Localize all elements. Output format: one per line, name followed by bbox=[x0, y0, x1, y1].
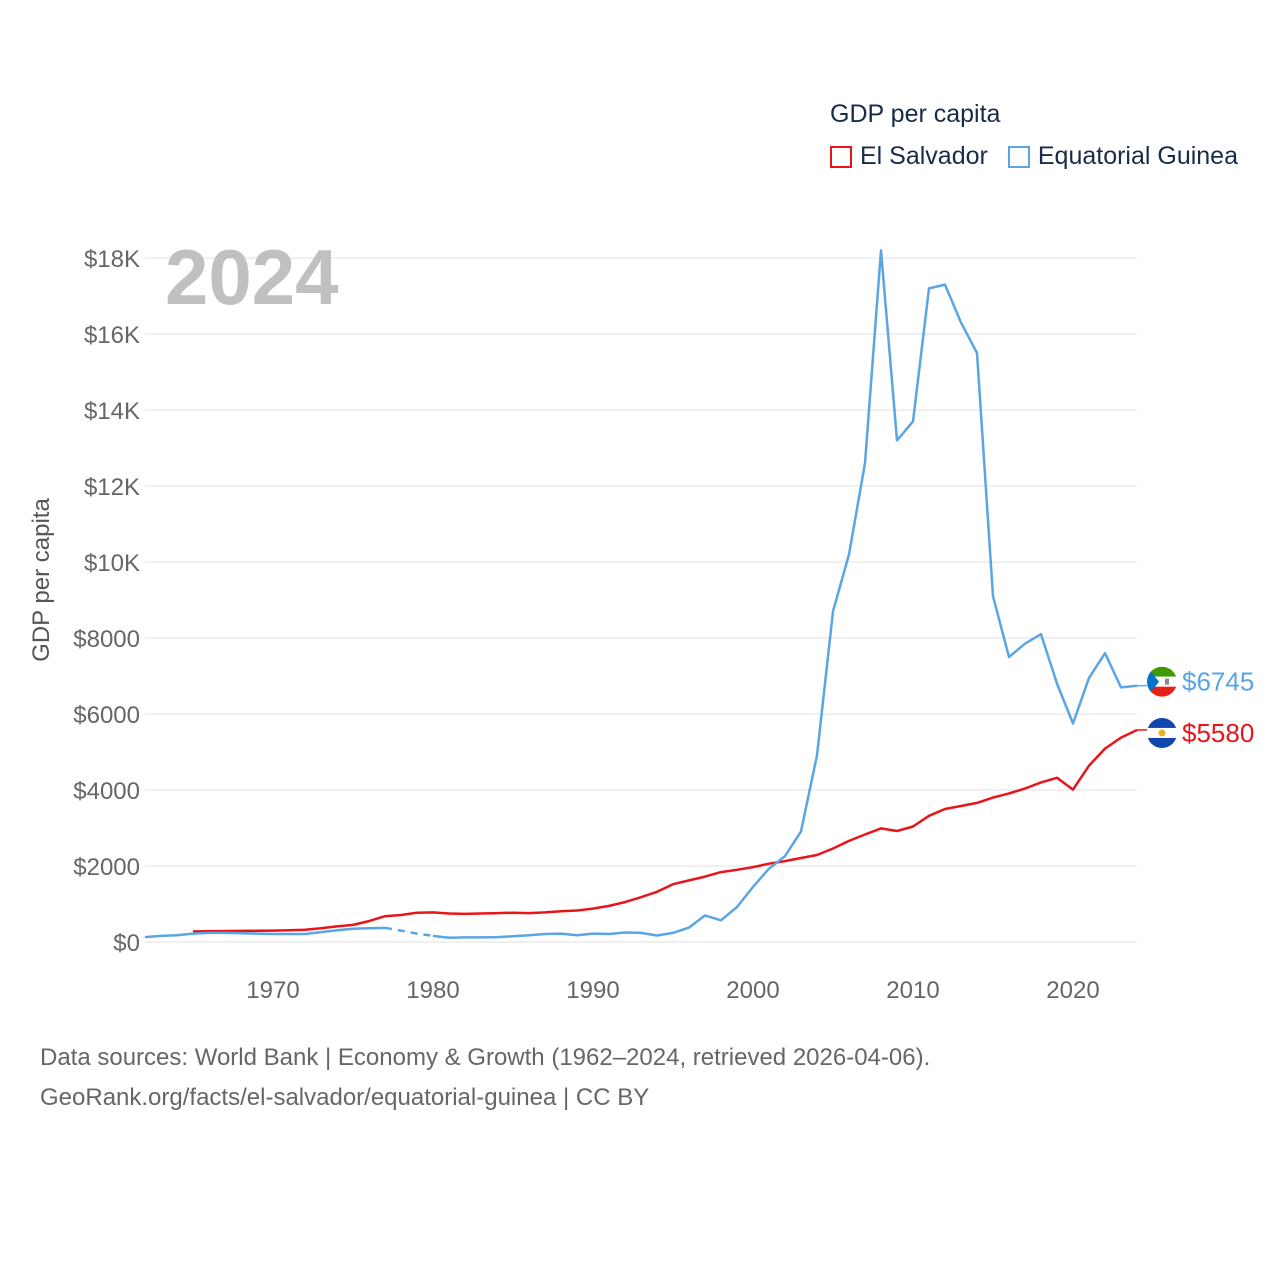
x-axis-ticks: 1970 1980 1990 2000 2010 2020 bbox=[246, 977, 1099, 1004]
y-axis-title: GDP per capita bbox=[28, 498, 55, 662]
series-lines bbox=[144, 249, 1147, 940]
y-tick-label: $4000 bbox=[73, 778, 140, 805]
legend-item-el-salvador[interactable]: El Salvador bbox=[830, 142, 988, 171]
y-tick-label: $2000 bbox=[73, 854, 140, 881]
series-line-equatorial-guinea bbox=[144, 926, 386, 939]
grid-lines bbox=[145, 257, 1137, 943]
y-axis-ticks: $0 $2000 $4000 $6000 $8000 $10K $12K $14K $16K $1… bbox=[73, 246, 140, 957]
legend-item-equatorial-guinea[interactable]: Equatorial Guinea bbox=[1007, 142, 1238, 171]
x-tick-label: 1990 bbox=[566, 977, 619, 1004]
y-tick-label: $8000 bbox=[73, 626, 140, 653]
x-tick-label: 2000 bbox=[726, 977, 779, 1004]
legend: El Salvador Equatorial Guinea bbox=[830, 142, 1258, 171]
y-tick-label: $6000 bbox=[73, 702, 140, 729]
series-line-el-salvador bbox=[192, 728, 1138, 933]
end-value-label-equatorial-guinea: $6745 bbox=[1182, 667, 1254, 697]
y-tick-label: $14K bbox=[84, 398, 140, 425]
legend-title: GDP per capita bbox=[830, 100, 1001, 128]
x-tick-label: 1970 bbox=[246, 977, 299, 1004]
y-tick-label: $16K bbox=[84, 322, 140, 349]
legend-label-equatorial-guinea: Equatorial Guinea bbox=[1037, 142, 1238, 170]
year-badge: 2024 bbox=[165, 233, 339, 321]
legend-label-el-salvador: El Salvador bbox=[860, 142, 988, 170]
legend-swatch-el-salvador bbox=[830, 145, 852, 168]
x-tick-label: 2020 bbox=[1046, 977, 1099, 1004]
flag-equatorial-guinea-icon bbox=[1147, 666, 1177, 697]
y-tick-label: $10K bbox=[84, 550, 140, 577]
end-value-label-el-salvador: $5580 bbox=[1182, 718, 1254, 748]
x-tick-label: 1980 bbox=[406, 977, 459, 1004]
series-line-equatorial-guinea bbox=[432, 249, 1138, 940]
y-tick-label: $0 bbox=[113, 930, 140, 957]
x-tick-label: 2010 bbox=[886, 977, 939, 1004]
source-line-2: GeoRank.org/facts/el-salvador/equatorial… bbox=[40, 1084, 650, 1111]
legend-swatch-equatorial-guinea bbox=[1007, 145, 1030, 168]
series-line-gap-equatorial-guinea bbox=[384, 926, 434, 938]
y-tick-label: $18K bbox=[84, 246, 140, 273]
y-tick-label: $12K bbox=[84, 474, 140, 501]
flag-el-salvador-icon bbox=[1147, 717, 1177, 748]
source-line-1: Data sources: World Bank | Economy & Gro… bbox=[40, 1044, 931, 1071]
